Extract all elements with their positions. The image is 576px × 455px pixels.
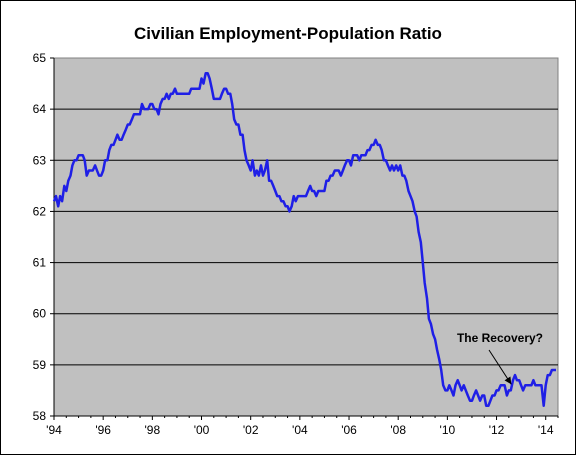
x-tick-label-2006: '06	[341, 423, 357, 437]
x-tick-label-2004: '04	[292, 423, 308, 437]
y-tick-label-61: 61	[33, 256, 47, 270]
x-axis: '94 '96 '98 '00 '02 '04 '06 '08 '10 '12 '14	[46, 58, 559, 437]
y-tick-label-58: 58	[33, 409, 47, 423]
x-tick-label-2014: '14	[538, 423, 554, 437]
series-line-0	[52, 72, 556, 408]
x-tick-label-1994: '94	[46, 423, 62, 437]
y-tick-label-63: 63	[33, 153, 47, 167]
annotation-arrowhead	[504, 376, 512, 385]
x-tick-label-1998: '98	[145, 423, 161, 437]
y-tick-label-59: 59	[33, 358, 47, 372]
x-tick-label-2002: '02	[243, 423, 259, 437]
x-tick-label-2010: '10	[440, 423, 456, 437]
chart-title: Civilian Employment-Population Ratio	[134, 24, 442, 43]
recovery-annotation: The Recovery?	[457, 331, 543, 345]
plot-area	[53, 57, 559, 417]
y-axis: 58 59 60 61 62 63 64 65	[33, 51, 54, 423]
x-tick-label-2012: '12	[489, 423, 505, 437]
gridlines	[54, 108, 558, 366]
y-tick-label-60: 60	[33, 307, 47, 321]
y-tick-label-64: 64	[33, 102, 47, 116]
x-tick-label-2000: '00	[194, 423, 210, 437]
series-layer	[52, 72, 556, 408]
y-tick-label-62: 62	[33, 204, 47, 218]
annotation: The Recovery?	[457, 331, 543, 385]
x-tick-label-1996: '96	[95, 423, 111, 437]
y-tick-label-65: 65	[33, 51, 47, 65]
x-tick-label-2008: '08	[390, 423, 406, 437]
